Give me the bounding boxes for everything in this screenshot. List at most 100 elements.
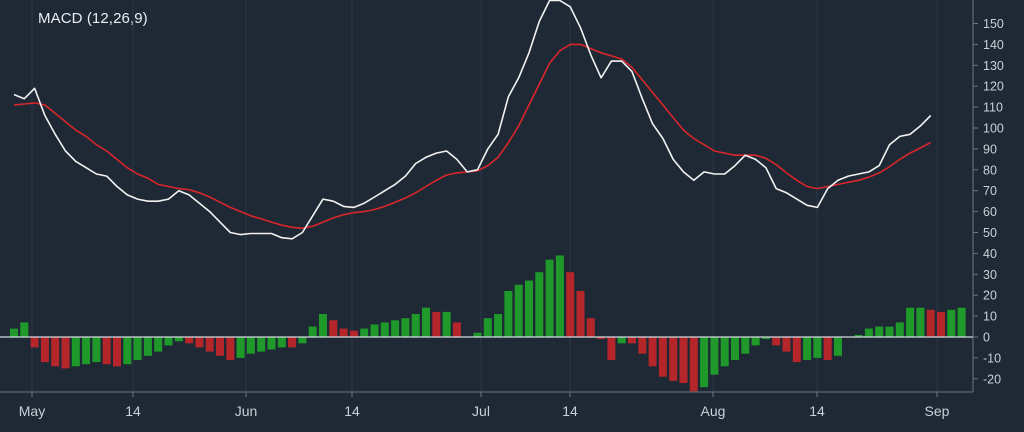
histogram-bar xyxy=(319,314,327,337)
histogram-bar xyxy=(772,337,781,346)
histogram-bar xyxy=(113,337,121,367)
histogram-bar xyxy=(731,337,739,360)
histogram-bar xyxy=(720,337,729,367)
histogram-bar xyxy=(308,326,317,337)
histogram-bar xyxy=(834,337,842,356)
histogram-bar xyxy=(154,337,163,352)
histogram-bar xyxy=(339,328,348,337)
histogram-bar xyxy=(411,314,420,337)
x-tick-label: Jul xyxy=(472,403,490,419)
histogram-bar xyxy=(916,307,925,337)
y-tick-label: 40 xyxy=(983,247,997,261)
histogram-bar xyxy=(92,337,101,363)
histogram-bar xyxy=(658,337,667,377)
x-tick-label: May xyxy=(19,403,45,419)
histogram-bar xyxy=(236,337,245,358)
histogram-bar xyxy=(20,322,29,337)
histogram-bar xyxy=(494,314,503,337)
histogram-bar xyxy=(679,337,688,383)
histogram-bar xyxy=(751,337,760,346)
histogram-bar xyxy=(10,328,18,337)
histogram-bar xyxy=(422,307,430,337)
y-tick-label: 70 xyxy=(983,184,997,198)
histogram-bar xyxy=(205,337,214,352)
histogram-bar xyxy=(875,326,884,337)
histogram-bar xyxy=(329,320,338,337)
histogram-bar xyxy=(710,337,719,375)
histogram-bar xyxy=(545,259,554,337)
histogram-bar xyxy=(473,332,482,337)
histogram-bar xyxy=(926,309,935,337)
histogram-bar xyxy=(782,337,791,352)
indicator-lines xyxy=(13,0,932,240)
histogram-bar xyxy=(40,337,49,363)
histogram-bar xyxy=(525,280,533,337)
histogram-bar xyxy=(504,291,513,337)
histogram-bar xyxy=(535,272,544,337)
histogram-bar xyxy=(689,337,698,392)
histogram-bar xyxy=(185,337,194,344)
axes: -20 -10 0 10 20 30 40 50 60 70 80 90 100 110 120 130 140… xyxy=(0,0,1004,419)
histogram-bar xyxy=(452,322,461,337)
histogram-bar xyxy=(30,337,39,348)
histogram-bar xyxy=(257,337,266,352)
histogram-bar xyxy=(669,337,678,381)
histogram-bar xyxy=(267,337,276,350)
histogram-bar xyxy=(937,311,945,337)
x-tick-label: Sep xyxy=(925,403,950,419)
histogram-bar xyxy=(638,337,647,354)
y-tick-label: 100 xyxy=(983,122,1004,136)
x-tick-label: 14 xyxy=(125,403,141,419)
histogram-bar xyxy=(298,337,307,344)
y-tick-label: 120 xyxy=(983,80,1004,94)
histogram-bar xyxy=(483,318,492,337)
y-tick-label: 80 xyxy=(983,163,997,177)
histogram-bar xyxy=(246,337,255,354)
histogram-bar xyxy=(823,337,832,360)
histogram-bar xyxy=(628,337,636,344)
histogram-bar xyxy=(442,311,451,337)
histogram-bar xyxy=(277,337,286,348)
histogram-bar xyxy=(195,337,204,348)
histogram-bar xyxy=(216,337,224,356)
histogram-bar xyxy=(576,291,585,337)
y-tick-label: 140 xyxy=(983,38,1004,52)
x-tick-label: 14 xyxy=(344,403,360,419)
histogram-bar xyxy=(906,307,915,337)
histogram-bar xyxy=(380,322,389,337)
histogram-bar xyxy=(813,337,822,358)
histogram-bar xyxy=(885,326,894,337)
histogram-bar xyxy=(143,337,152,356)
y-tick-label: 110 xyxy=(983,101,1003,115)
histogram-bar xyxy=(607,337,616,360)
y-tick-label: 50 xyxy=(983,226,997,240)
x-tick-label: 14 xyxy=(809,403,825,419)
histogram-bar xyxy=(741,337,750,354)
histogram-bar xyxy=(597,337,606,340)
histogram-bar xyxy=(648,337,657,367)
histogram-bar xyxy=(895,322,904,337)
macd-line xyxy=(13,0,932,240)
histogram-bar xyxy=(432,311,441,337)
histogram-bar xyxy=(401,318,410,337)
y-tick-label: -20 xyxy=(983,372,1001,386)
y-tick-label: 90 xyxy=(983,142,997,156)
y-tick-label: 10 xyxy=(983,310,997,324)
histogram-bar xyxy=(61,337,70,369)
histogram xyxy=(10,255,966,392)
histogram-bar xyxy=(586,318,595,337)
histogram-bar xyxy=(947,309,956,337)
y-tick-label: 130 xyxy=(983,59,1004,73)
x-tick-label: 14 xyxy=(562,403,578,419)
histogram-bar xyxy=(102,337,111,365)
chart-title: MACD (12,26,9) xyxy=(38,10,148,27)
histogram-bar xyxy=(514,284,523,338)
histogram-bar xyxy=(288,337,297,348)
histogram-bar xyxy=(854,334,863,337)
histogram-bar xyxy=(566,272,575,337)
histogram-bar xyxy=(164,337,173,346)
histogram-bar xyxy=(803,337,812,360)
histogram-bar xyxy=(957,307,966,337)
